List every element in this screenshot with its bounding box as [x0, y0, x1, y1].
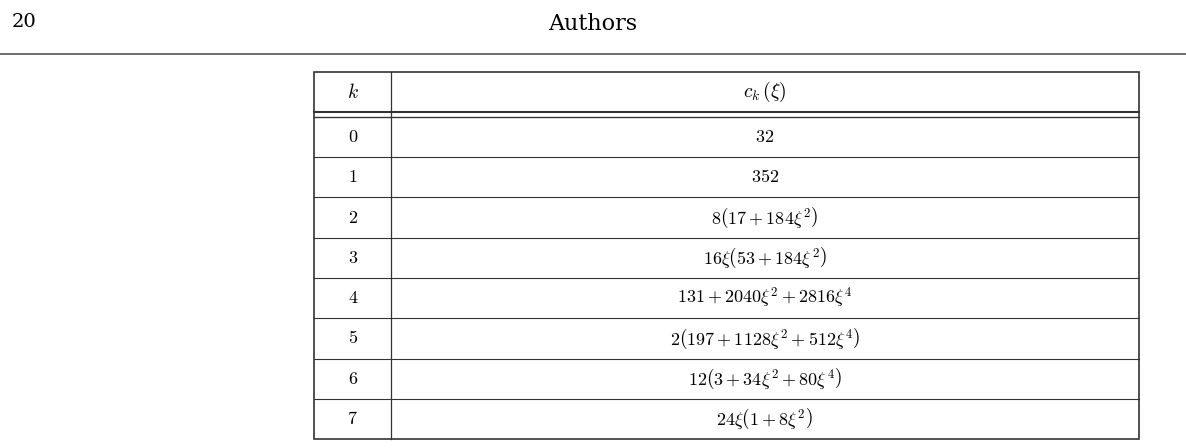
Text: Authors: Authors: [548, 13, 638, 35]
Text: $k$: $k$: [346, 82, 359, 102]
Text: $8\left(17 + 184\xi^2\right)$: $8\left(17 + 184\xi^2\right)$: [712, 205, 818, 230]
Text: 20: 20: [12, 13, 37, 31]
Text: $c_k\,(\xi)$: $c_k\,(\xi)$: [744, 80, 786, 104]
Text: $12\left(3 + 34\xi^2 + 80\xi^4\right)$: $12\left(3 + 34\xi^2 + 80\xi^4\right)$: [688, 366, 842, 391]
Text: $32$: $32$: [755, 128, 774, 146]
Text: $5$: $5$: [347, 329, 358, 347]
Text: $1$: $1$: [347, 168, 358, 186]
Text: $7$: $7$: [347, 410, 358, 428]
Text: $6$: $6$: [347, 370, 358, 388]
Text: $2\left(197 + 1128\xi^2 + 512\xi^4\right)$: $2\left(197 + 1128\xi^2 + 512\xi^4\right…: [670, 326, 860, 351]
Text: $16\xi\left(53 + 184\xi^2\right)$: $16\xi\left(53 + 184\xi^2\right)$: [703, 246, 827, 271]
Text: $2$: $2$: [347, 209, 358, 227]
Text: $24\xi\left(1 + 8\xi^2\right)$: $24\xi\left(1 + 8\xi^2\right)$: [716, 406, 814, 431]
Text: $0$: $0$: [347, 128, 358, 146]
Text: $3$: $3$: [347, 249, 358, 267]
Text: $4$: $4$: [347, 289, 358, 307]
Text: $352$: $352$: [751, 168, 779, 186]
Text: $131 + 2040\xi^2 + 2816\xi^4$: $131 + 2040\xi^2 + 2816\xi^4$: [677, 286, 853, 310]
